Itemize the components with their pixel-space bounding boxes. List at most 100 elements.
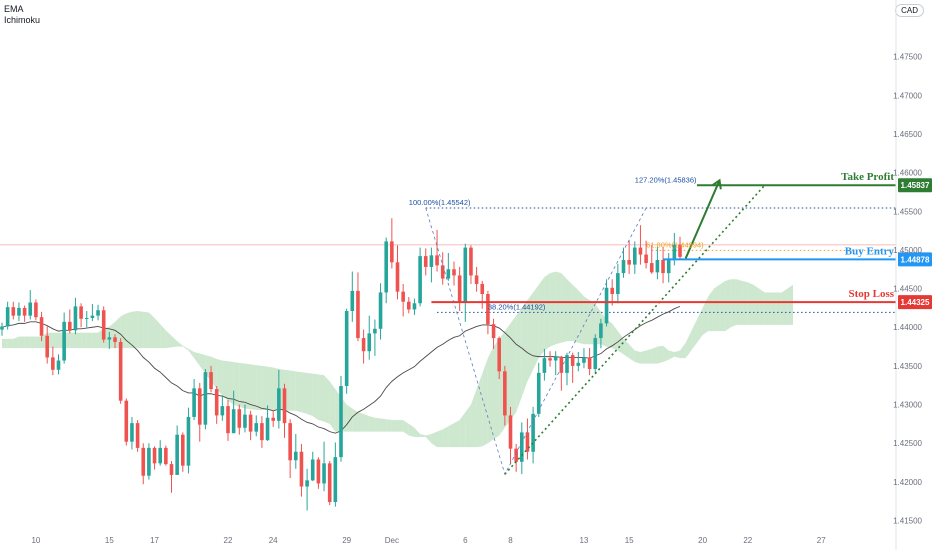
cloud-segment	[137, 311, 144, 349]
cloud-segment	[719, 280, 726, 332]
cloud-segment	[776, 292, 782, 325]
candle-body	[124, 400, 129, 442]
candle-body	[452, 269, 456, 276]
candle-body	[141, 447, 146, 476]
candle-body	[73, 306, 78, 331]
candle-body	[164, 447, 168, 465]
level-labels: Take Profit 1.45837 Buy Entry 1.44878 Stop L…	[841, 171, 932, 310]
cloud-segment	[86, 332, 93, 349]
candle-body	[486, 293, 490, 325]
cloud-segment	[482, 358, 488, 447]
candle-body	[90, 315, 95, 318]
cloud-segment	[510, 315, 517, 421]
candle-body	[305, 480, 309, 487]
take-profit-price-badge	[898, 178, 932, 193]
candle-body	[84, 317, 89, 319]
cloud-segment	[52, 332, 59, 349]
candle-body	[570, 355, 575, 366]
candle-body	[271, 417, 275, 421]
time-tick-label: 29	[342, 536, 351, 545]
price-tick-label: 1.46500	[893, 130, 922, 139]
price-tick-label: 1.41500	[893, 517, 922, 526]
cloud-segment	[516, 307, 522, 413]
time-tick-label: 10	[31, 536, 40, 545]
candle-body	[661, 259, 665, 274]
cloud-segment	[617, 331, 624, 355]
cloud-segment	[357, 412, 364, 432]
cloud-segment	[680, 342, 686, 359]
candle-body	[203, 372, 208, 425]
time-tick-label: 22	[224, 536, 233, 545]
take-profit-label: Take Profit	[841, 171, 894, 183]
candle-body	[147, 447, 151, 476]
candle-body	[294, 451, 298, 461]
cloud-segment	[420, 433, 426, 438]
price-tick-label: 1.44500	[893, 285, 922, 294]
cloud-segment	[250, 364, 257, 410]
cloud-segment	[487, 346, 494, 444]
cloud-segment	[414, 427, 421, 438]
candle-body	[548, 358, 552, 361]
candle-body	[237, 409, 242, 428]
candle-body	[316, 459, 321, 484]
cloud-segment	[233, 362, 240, 407]
cloud-segment	[550, 271, 556, 347]
indicator-label-ichimoku[interactable]: Ichimoku	[4, 15, 41, 25]
candlesticks	[0, 218, 682, 511]
time-tick-label: 20	[698, 536, 707, 545]
cloud-segment	[301, 372, 308, 414]
candle-body	[169, 464, 174, 475]
candle-body	[469, 247, 473, 276]
cloud-segment	[668, 350, 675, 360]
price-tick-label: 1.43000	[893, 401, 922, 410]
cloud-segment	[725, 279, 731, 332]
cloud-segment	[109, 321, 115, 349]
cloud-segment	[199, 353, 206, 374]
candle-body	[158, 447, 162, 464]
candle-body	[11, 307, 16, 316]
candle-body	[231, 409, 236, 434]
time-axis: 10 15 17 22 24 29 Dec 6 8 13 15 20 22 27	[31, 536, 826, 545]
candle-body	[655, 259, 660, 273]
indicator-label-ema[interactable]: EMA	[4, 4, 24, 14]
candle-body	[186, 416, 191, 466]
cloud-segment	[307, 372, 313, 417]
candle-body	[17, 307, 21, 316]
cloud-segment	[391, 420, 398, 432]
price-tick-label: 1.45000	[893, 246, 922, 255]
candle-body	[576, 362, 581, 366]
cloud-segment	[318, 374, 325, 422]
candle-body	[553, 356, 558, 361]
candle-body	[407, 301, 411, 310]
cloud-segment	[30, 336, 36, 349]
cloud-segment	[131, 311, 138, 349]
candle-body	[181, 434, 185, 466]
candle-body	[423, 256, 428, 267]
candle-body	[367, 333, 372, 352]
candle-body	[5, 307, 10, 327]
cloud-segment	[363, 413, 370, 432]
cloud-segment	[397, 420, 404, 432]
cloud-segment	[24, 336, 31, 349]
time-tick-label: 27	[817, 536, 826, 545]
cloud-segment	[781, 288, 788, 325]
candle-body	[344, 311, 349, 387]
cloud-segment	[165, 330, 172, 349]
candle-body	[243, 414, 247, 428]
cloud-segment	[764, 292, 771, 325]
candle-body	[429, 255, 434, 267]
candle-body	[214, 389, 219, 416]
buy-entry-price-text: 1.44878	[901, 255, 930, 264]
candle-body	[310, 459, 315, 481]
time-tick-label: 24	[269, 536, 278, 545]
candle-body	[56, 360, 61, 370]
candle-body	[525, 432, 530, 452]
candle-body	[384, 241, 388, 293]
candle-body	[666, 258, 671, 274]
candle-body	[350, 290, 355, 312]
cloud-segment	[369, 416, 375, 432]
fib-label: 38.20%(1.44192)	[488, 302, 546, 311]
candle-body	[593, 338, 598, 370]
cloud-segment	[126, 311, 132, 349]
